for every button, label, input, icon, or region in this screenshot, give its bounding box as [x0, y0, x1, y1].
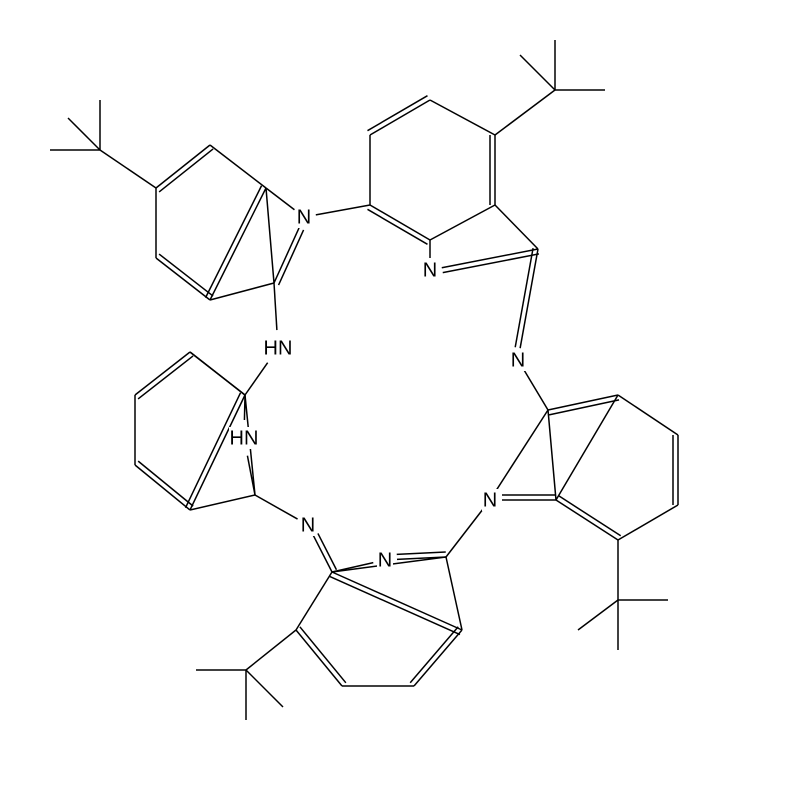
bond — [210, 188, 266, 300]
bond — [397, 552, 446, 554]
atom-label-HN6: HN — [230, 427, 259, 449]
bond — [524, 370, 548, 410]
bond — [332, 572, 462, 630]
bond — [442, 249, 538, 268]
bond — [138, 461, 193, 506]
bond — [430, 100, 495, 135]
bond — [414, 630, 462, 686]
bond — [68, 118, 100, 150]
bond — [135, 465, 190, 510]
bond — [548, 410, 556, 500]
bond — [274, 228, 299, 283]
bond — [156, 145, 210, 188]
bond — [190, 352, 245, 395]
bond — [430, 205, 495, 240]
bond — [495, 205, 538, 249]
bond — [135, 352, 190, 395]
atom-label-N2: N — [423, 259, 437, 281]
bond — [495, 90, 555, 135]
bond — [330, 577, 460, 635]
bond — [618, 505, 678, 540]
bond — [206, 186, 262, 298]
bond — [556, 500, 618, 540]
bond — [296, 630, 342, 686]
bond — [618, 395, 678, 435]
bond — [244, 395, 245, 420]
bond — [367, 96, 427, 131]
bond — [156, 258, 210, 300]
bond — [370, 205, 430, 240]
bond — [185, 393, 240, 508]
bond — [410, 627, 458, 683]
molecule-diagram: N N N N N N HN HN — [0, 0, 800, 800]
bond — [279, 230, 304, 285]
bond — [138, 356, 193, 399]
bond — [190, 395, 245, 510]
atom-label-N5: N — [378, 549, 392, 571]
bond — [578, 600, 618, 630]
bond — [367, 209, 427, 244]
bond — [296, 572, 332, 630]
bond — [159, 254, 213, 296]
bond — [370, 100, 430, 135]
bond — [100, 150, 156, 188]
bond — [246, 630, 296, 670]
bond — [246, 670, 283, 707]
bond — [520, 55, 555, 90]
atom-label-HN7: HN — [264, 337, 293, 359]
bond — [520, 249, 538, 348]
bond — [497, 410, 548, 490]
bond — [266, 188, 274, 283]
bond — [210, 145, 266, 188]
bond — [316, 205, 370, 215]
bond — [515, 248, 533, 347]
bond — [210, 283, 274, 300]
atom-label-N1: N — [297, 206, 311, 228]
bond — [190, 495, 255, 510]
bond — [159, 149, 213, 192]
bond — [559, 496, 621, 536]
bond — [318, 533, 337, 569]
bond — [245, 363, 268, 395]
bond — [255, 495, 298, 519]
bond — [300, 627, 346, 683]
bond — [446, 509, 483, 557]
bond — [443, 254, 539, 273]
atom-label-N4: N — [483, 489, 497, 511]
atom-label-N3: N — [511, 349, 525, 371]
bond — [266, 188, 294, 210]
bond — [274, 283, 277, 330]
atom-label-N6: N — [301, 514, 315, 536]
bond — [313, 536, 332, 572]
bond — [446, 557, 462, 630]
